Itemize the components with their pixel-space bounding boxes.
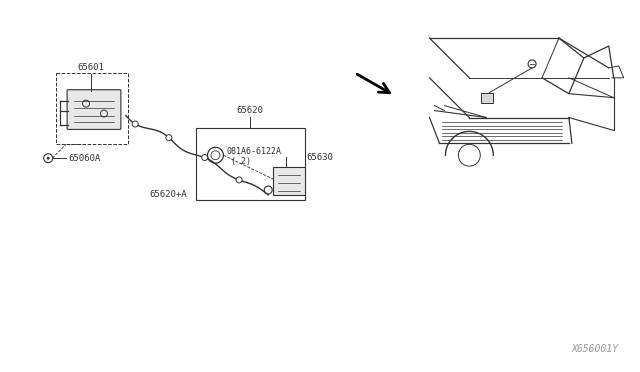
Circle shape (202, 155, 207, 161)
Text: 65630: 65630 (306, 153, 333, 162)
Circle shape (47, 157, 50, 160)
Text: 65060A: 65060A (68, 154, 100, 163)
Text: X656001Y: X656001Y (572, 344, 619, 354)
Text: 081A6-6122A: 081A6-6122A (227, 147, 282, 156)
Bar (196, 128, 305, 200)
Circle shape (264, 186, 272, 194)
Circle shape (132, 121, 138, 127)
Bar (481, 93, 493, 103)
Text: 65601: 65601 (77, 63, 104, 73)
Bar (56, 73, 128, 144)
Text: 65620+A: 65620+A (150, 190, 188, 199)
Circle shape (236, 177, 242, 183)
Bar (273, 167, 305, 195)
Circle shape (166, 135, 172, 141)
Text: 65620: 65620 (237, 106, 264, 115)
Text: ( 2): ( 2) (232, 157, 252, 166)
FancyBboxPatch shape (67, 90, 121, 129)
